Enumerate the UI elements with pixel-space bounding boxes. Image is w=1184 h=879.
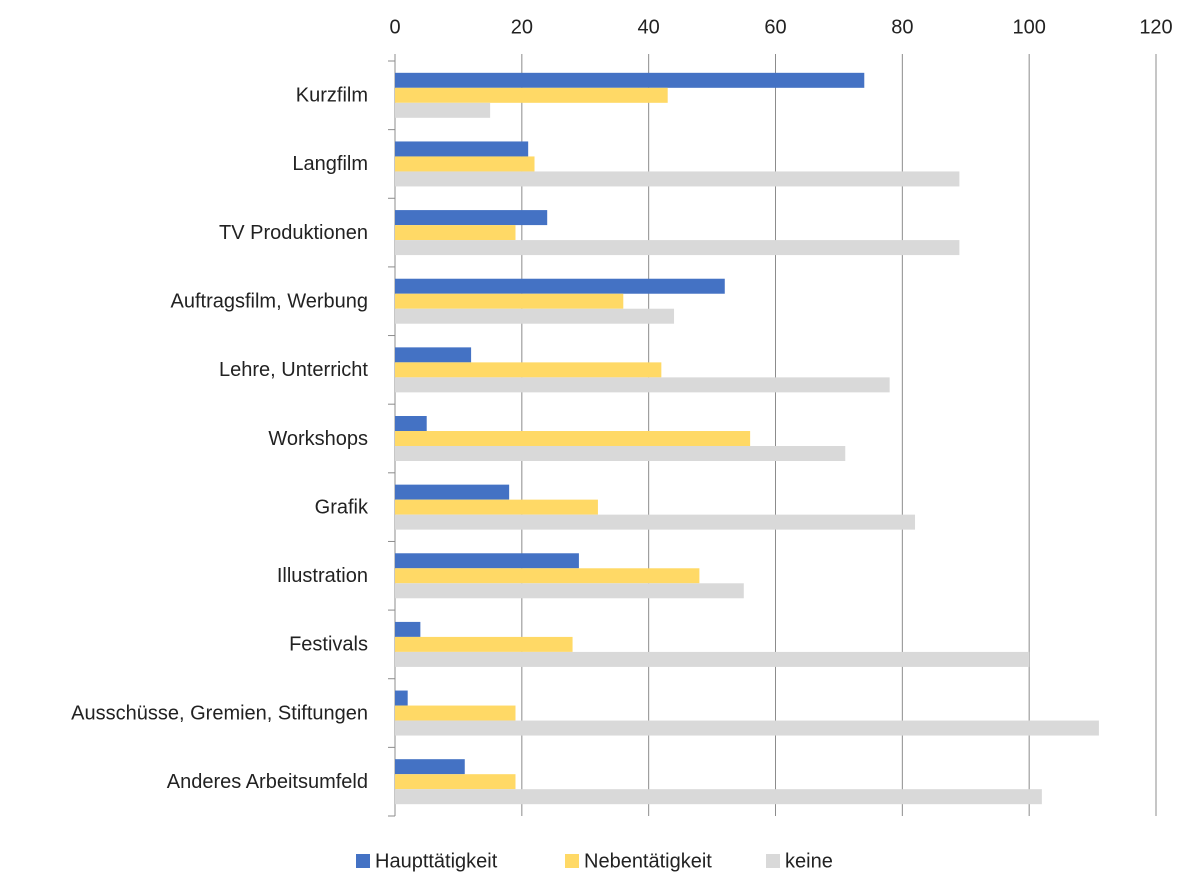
y-tick-label: Lehre, Unterricht xyxy=(219,359,368,381)
bar xyxy=(395,141,529,157)
bar xyxy=(395,705,516,721)
y-tick-label: Festivals xyxy=(289,634,368,656)
bar xyxy=(395,553,579,569)
bar xyxy=(395,156,535,172)
bar xyxy=(395,636,573,652)
bar xyxy=(395,720,1099,736)
bar xyxy=(395,72,865,88)
x-tick-label: 120 xyxy=(1139,16,1172,38)
bar xyxy=(395,102,491,118)
bar xyxy=(395,431,751,446)
y-tick-label: Anderes Arbeitsumfeld xyxy=(167,771,368,793)
bar xyxy=(395,774,516,790)
bar xyxy=(395,240,960,256)
y-tick-label: Kurzfilm xyxy=(296,85,368,107)
bar xyxy=(395,210,548,226)
y-tick-label: Auftragsfilm, Werbung xyxy=(171,291,369,313)
bar xyxy=(395,171,960,187)
bar xyxy=(395,514,916,530)
legend-swatch xyxy=(356,854,370,868)
x-tick-label: 40 xyxy=(638,16,660,38)
legend-label: Nebentätigkeit xyxy=(584,850,712,872)
bar xyxy=(395,789,1042,805)
bar xyxy=(395,583,744,599)
bar xyxy=(395,568,700,584)
y-tick-label: Grafik xyxy=(315,496,369,518)
bar xyxy=(395,651,1030,667)
bar xyxy=(395,377,890,393)
bar xyxy=(395,347,472,363)
x-tick-label: 80 xyxy=(891,16,913,38)
x-tick-label: 0 xyxy=(389,16,400,38)
x-tick-label: 20 xyxy=(511,16,533,38)
bar xyxy=(395,759,465,775)
y-tick-label: Ausschüsse, Gremien, Stiftungen xyxy=(71,702,368,724)
legend-label: Haupttätigkeit xyxy=(375,850,498,872)
bar xyxy=(395,690,408,706)
legend-swatch xyxy=(766,854,780,868)
bar xyxy=(395,225,516,241)
bar xyxy=(395,87,668,103)
bar xyxy=(395,278,725,294)
x-tick-label: 60 xyxy=(764,16,786,38)
y-tick-label: TV Produktionen xyxy=(219,222,368,244)
bar xyxy=(395,621,421,637)
y-tick-label: Illustration xyxy=(277,565,368,587)
y-tick-label: Workshops xyxy=(268,428,368,450)
bar xyxy=(395,446,846,461)
bar xyxy=(395,308,675,324)
bar xyxy=(395,499,598,515)
bar xyxy=(395,362,662,378)
y-tick-label: Langfilm xyxy=(292,153,368,175)
legend-swatch xyxy=(565,854,579,868)
bar xyxy=(395,293,624,309)
bar xyxy=(395,416,427,431)
bar xyxy=(395,484,510,500)
legend-label: keine xyxy=(785,850,833,872)
x-tick-label: 100 xyxy=(1012,16,1045,38)
